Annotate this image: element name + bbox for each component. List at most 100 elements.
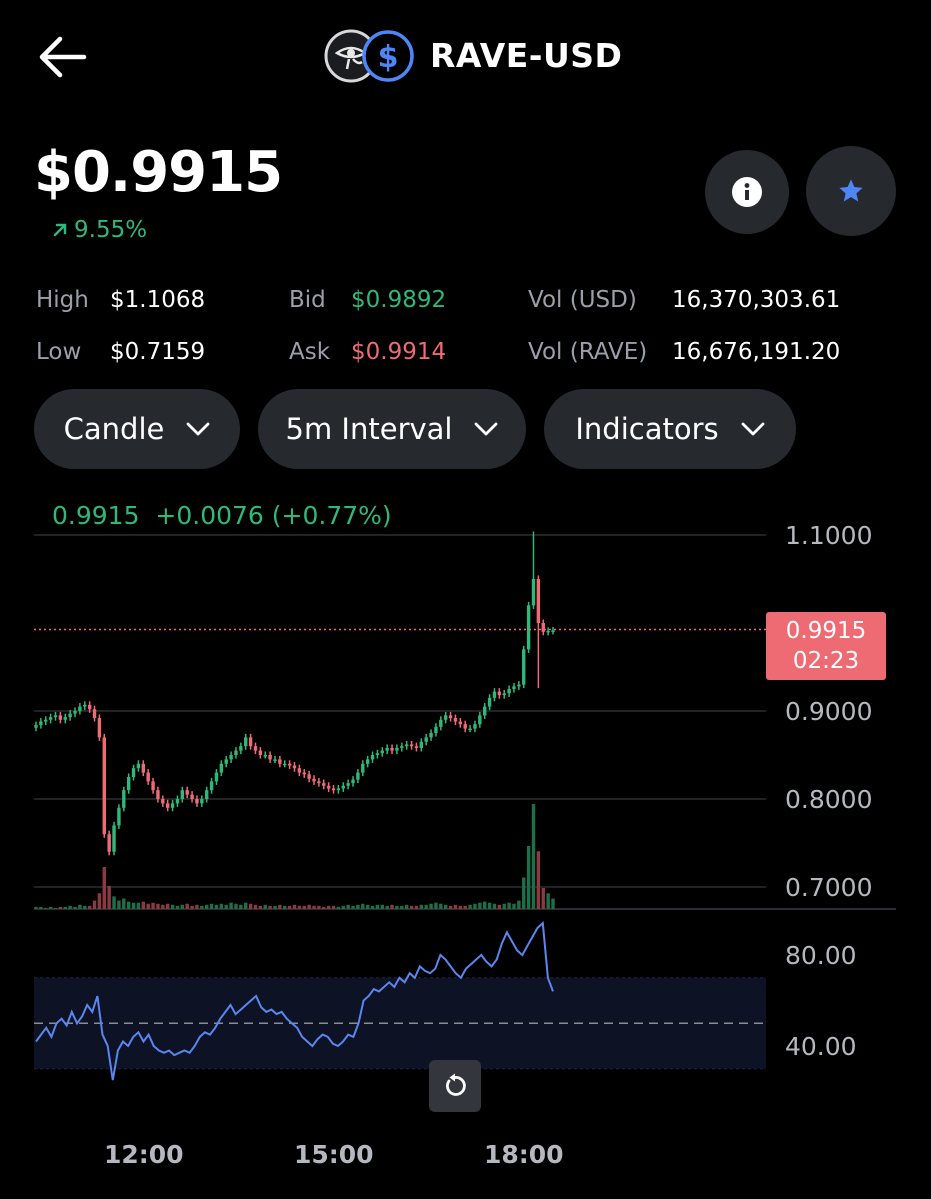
vol-usd-value: 16,370,303.61 xyxy=(672,287,841,313)
volume-bar xyxy=(404,904,409,909)
candle-body xyxy=(78,706,82,711)
volume-bar xyxy=(502,903,506,909)
chart-type-label: Candle xyxy=(63,412,165,446)
candle-body xyxy=(448,715,453,719)
candle-body xyxy=(409,744,414,747)
volume-bar xyxy=(170,904,175,909)
ask-value: $0.9914 xyxy=(351,339,447,365)
candle-body xyxy=(97,718,102,738)
candle-body xyxy=(322,783,326,786)
volume-bar xyxy=(195,904,199,909)
candle-body xyxy=(141,763,146,773)
candle-body xyxy=(365,759,370,764)
chevron-down-icon xyxy=(741,422,765,436)
volume-bar xyxy=(63,906,67,909)
candle-body xyxy=(175,799,180,804)
volume-bar xyxy=(200,905,204,909)
pair-title: RAVE-USD xyxy=(430,36,623,75)
candle-body xyxy=(68,713,72,718)
candle-body xyxy=(39,721,43,726)
candle-body xyxy=(224,759,228,764)
volume-bar xyxy=(331,905,336,909)
reset-icon xyxy=(446,1073,466,1096)
candle-body xyxy=(487,697,492,707)
rsi-line xyxy=(35,921,554,1081)
reset-chart-button[interactable] xyxy=(429,1060,481,1112)
candle-body xyxy=(512,686,516,689)
volume-bar xyxy=(68,905,72,909)
volume-bar xyxy=(487,902,492,909)
info-icon xyxy=(732,177,762,207)
candle-body xyxy=(200,799,204,804)
candle-body xyxy=(268,755,272,760)
volume-bar xyxy=(551,898,555,909)
candle-body xyxy=(346,783,350,786)
volume-bar xyxy=(356,904,360,909)
volume-bar xyxy=(78,904,82,909)
candle-body xyxy=(536,579,541,623)
chevron-down-icon xyxy=(186,422,210,436)
candle-body xyxy=(395,747,399,751)
candle-body xyxy=(326,785,331,789)
watchlist-star-button[interactable] xyxy=(806,146,896,236)
candle-body xyxy=(185,790,189,795)
ohlc-legend: 0.9915 +0.0076 (+0.77%) xyxy=(52,501,392,530)
interval-label: 5m Interval xyxy=(285,412,453,446)
candle-body xyxy=(151,781,155,791)
volume-bar xyxy=(248,903,253,909)
volume-bar xyxy=(190,905,194,909)
volume-bar xyxy=(126,901,131,909)
candle-body xyxy=(463,724,467,729)
volume-bar xyxy=(390,904,394,909)
volume-bar xyxy=(161,904,165,909)
candle-body xyxy=(214,772,219,782)
arrow-up-right-icon xyxy=(53,223,67,237)
volume-bar xyxy=(278,904,282,909)
candle-body xyxy=(258,750,263,755)
candle-body xyxy=(429,733,433,738)
back-button[interactable] xyxy=(34,34,90,80)
candle-body xyxy=(63,717,67,720)
interval-dropdown[interactable]: 5m Interval xyxy=(258,389,526,469)
candle-body xyxy=(283,763,287,766)
volume-bar xyxy=(92,900,97,909)
candle-body xyxy=(278,759,282,764)
candle-body xyxy=(292,765,297,769)
volume-bar xyxy=(478,902,482,909)
candle-body xyxy=(112,825,116,852)
volume-bar xyxy=(322,906,326,909)
candle-body xyxy=(492,691,497,698)
volume-bar xyxy=(107,885,111,909)
candle-body xyxy=(531,579,536,606)
info-button[interactable] xyxy=(705,150,789,234)
candle-body xyxy=(297,768,302,773)
chart-type-dropdown[interactable]: Candle xyxy=(34,389,240,469)
volume-bar xyxy=(497,904,502,909)
volume-bar xyxy=(73,906,77,909)
candle-body xyxy=(497,691,502,696)
candle-body xyxy=(400,746,404,748)
x-tick-label: 15:00 xyxy=(294,1140,374,1169)
volume-bar xyxy=(307,904,311,909)
volume-bar xyxy=(283,905,287,909)
volume-bar xyxy=(229,902,233,909)
volume-bar xyxy=(419,904,424,909)
usd-icon: $ xyxy=(362,30,414,82)
volume-bar xyxy=(346,904,350,909)
candle-body xyxy=(253,746,258,751)
volume-bar xyxy=(253,904,258,909)
volume-bar xyxy=(375,904,380,909)
high-label: High xyxy=(36,287,89,313)
candle-body xyxy=(209,781,214,791)
volume-bar xyxy=(175,905,180,909)
volume-bar xyxy=(185,903,189,909)
vol-rave-value: 16,676,191.20 xyxy=(672,339,841,365)
volume-bar xyxy=(273,905,277,909)
candle-body xyxy=(273,759,277,761)
volume-bar xyxy=(136,902,141,909)
volume-bar xyxy=(492,903,497,909)
volume-bar xyxy=(39,906,43,909)
indicators-dropdown[interactable]: Indicators xyxy=(544,389,796,469)
volume-bar xyxy=(463,905,467,909)
